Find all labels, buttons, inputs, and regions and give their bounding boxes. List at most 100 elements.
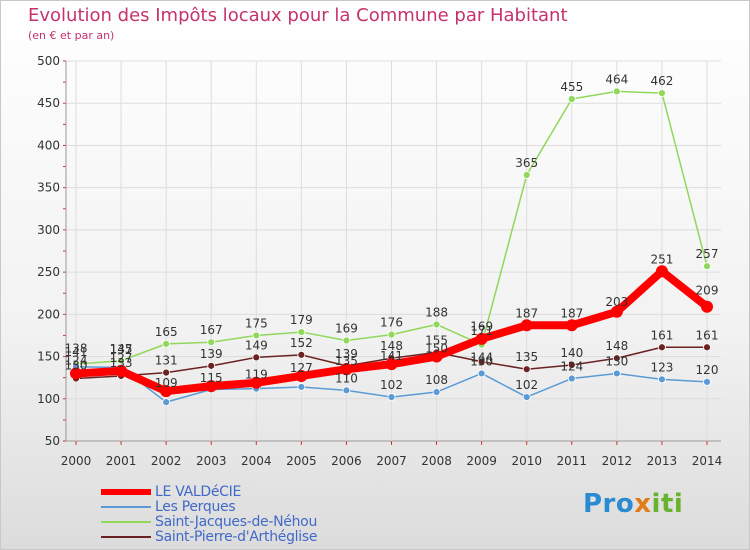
point-les_perques-2010 bbox=[522, 393, 531, 401]
x-tick-label-2009: 2009 bbox=[466, 454, 497, 468]
x-tick-label-2010: 2010 bbox=[511, 454, 542, 468]
chart-title: Evolution des Impôts locaux pour la Comm… bbox=[28, 5, 568, 26]
y-tick-label-50: 50 bbox=[45, 434, 60, 448]
point-saint_jacques-2004 bbox=[252, 331, 261, 340]
data-label-le_valdecie-2007: 141 bbox=[380, 349, 403, 363]
data-label-saint_jacques-2010: 365 bbox=[515, 156, 538, 170]
point-le_valdecie-2005 bbox=[295, 369, 308, 382]
x-tick-label-2008: 2008 bbox=[421, 454, 452, 468]
data-label-le_valdecie-2001: 133 bbox=[110, 356, 133, 370]
data-label-saint_jacques-2011: 455 bbox=[560, 80, 583, 94]
data-label-le_valdecie-2000: 130 bbox=[65, 358, 88, 372]
data-label-saint_pierre-2014: 161 bbox=[696, 328, 719, 342]
point-le_valdecie-2006 bbox=[340, 363, 353, 376]
data-label-les_perques-2011: 124 bbox=[560, 360, 583, 374]
data-label-saint_pierre-2001: 127 bbox=[110, 351, 133, 365]
point-saint_jacques-2006 bbox=[342, 336, 351, 345]
point-saint_jacques-2005 bbox=[297, 328, 306, 336]
point-saint_pierre-2010 bbox=[522, 365, 531, 374]
point-le_valdecie-2002 bbox=[160, 385, 173, 398]
data-label-saint_jacques-2005: 179 bbox=[290, 313, 313, 327]
data-label-saint_jacques-2013: 462 bbox=[650, 74, 673, 88]
y-tick-label-350: 350 bbox=[37, 181, 60, 195]
data-label-saint_jacques-2003: 167 bbox=[200, 323, 223, 337]
x-tick-label-2001: 2001 bbox=[106, 454, 137, 468]
data-label-le_valdecie-2010: 187 bbox=[515, 306, 538, 320]
point-saint_jacques-2007 bbox=[387, 330, 396, 339]
legend-swatch-le-valdecie bbox=[101, 489, 151, 495]
point-saint_pierre-2012 bbox=[612, 354, 621, 363]
data-label-les_perques-2007: 102 bbox=[380, 378, 403, 392]
point-saint_pierre-2002 bbox=[162, 368, 171, 377]
point-les_perques-2014 bbox=[703, 377, 711, 386]
data-label-le_valdecie-2005: 127 bbox=[290, 361, 313, 375]
data-label-saint_pierre-2007: 148 bbox=[380, 339, 403, 353]
data-label-saint_pierre-2013: 161 bbox=[650, 328, 673, 342]
data-label-les_perques-2013: 123 bbox=[650, 360, 673, 374]
x-tick-label-2006: 2006 bbox=[331, 454, 362, 468]
legend-label-les-perques: Les Perques bbox=[155, 499, 236, 515]
data-label-saint_pierre-2005: 152 bbox=[290, 336, 313, 350]
data-label-le_valdecie-2004: 119 bbox=[245, 368, 268, 382]
data-label-saint_jacques-2007: 176 bbox=[380, 316, 403, 330]
legend-item-les-perques: Les Perques bbox=[101, 499, 341, 515]
logo-part-2: x bbox=[634, 489, 652, 519]
data-label-le_valdecie-2014: 209 bbox=[696, 284, 719, 298]
legend-label-saint-jacques: Saint-Jacques-de-Néhou bbox=[155, 514, 318, 530]
point-les_perques-2002 bbox=[162, 398, 171, 407]
point-les_perques-2006 bbox=[342, 386, 351, 395]
data-label-saint_jacques-2009: 169 bbox=[470, 320, 493, 334]
legend-swatch-les-perques bbox=[101, 506, 151, 508]
point-saint_jacques-2012 bbox=[612, 87, 621, 96]
data-label-le_valdecie-2012: 203 bbox=[605, 295, 628, 309]
point-saint_jacques-2010 bbox=[522, 171, 531, 179]
point-saint_pierre-2014 bbox=[703, 343, 711, 352]
logo-part-1: Pro bbox=[583, 489, 635, 519]
data-label-saint_pierre-2002: 131 bbox=[155, 354, 178, 368]
data-label-saint_pierre-2003: 139 bbox=[200, 347, 223, 361]
point-saint_pierre-2005 bbox=[297, 350, 306, 359]
point-saint_pierre-2004 bbox=[252, 353, 261, 362]
data-label-le_valdecie-2013: 251 bbox=[650, 252, 673, 266]
data-label-les_perques-2006: 110 bbox=[335, 371, 358, 385]
data-label-saint_pierre-2008: 155 bbox=[425, 333, 448, 347]
data-label-le_valdecie-2008: 150 bbox=[425, 342, 448, 356]
proxiti-logo: Proxiti bbox=[583, 489, 683, 519]
data-label-saint_jacques-2014: 257 bbox=[696, 247, 719, 261]
point-le_valdecie-2014 bbox=[701, 300, 713, 313]
legend-item-saint-jacques: Saint-Jacques-de-Néhou bbox=[101, 514, 341, 530]
y-tick-label-250: 250 bbox=[37, 265, 60, 279]
data-label-saint_pierre-2010: 135 bbox=[515, 350, 538, 364]
point-le_valdecie-2004 bbox=[250, 376, 263, 389]
point-les_perques-2009 bbox=[477, 369, 486, 378]
point-le_valdecie-2009 bbox=[475, 332, 488, 345]
data-label-saint_pierre-2009: 144 bbox=[470, 351, 493, 365]
data-label-les_perques-2014: 120 bbox=[696, 363, 719, 377]
data-label-saint_jacques-2004: 175 bbox=[245, 316, 268, 330]
y-tick-label-450: 450 bbox=[37, 96, 60, 110]
data-label-le_valdecie-2003: 115 bbox=[200, 371, 223, 385]
point-le_valdecie-2013 bbox=[655, 265, 668, 278]
data-label-le_valdecie-2009: 171 bbox=[470, 324, 493, 338]
x-tick-label-2002: 2002 bbox=[151, 454, 182, 468]
point-le_valdecie-2010 bbox=[520, 319, 533, 332]
y-tick-label-100: 100 bbox=[37, 392, 60, 406]
legend-swatch-saint-pierre bbox=[101, 536, 151, 538]
data-label-les_perques-2001: 137 bbox=[110, 343, 133, 357]
point-saint_pierre-2013 bbox=[658, 343, 666, 352]
point-saint_jacques-2013 bbox=[658, 89, 666, 97]
legend-swatch-saint-jacques bbox=[101, 521, 151, 523]
point-les_perques-2007 bbox=[387, 393, 396, 401]
legend-item-saint-pierre: Saint-Pierre-d'Arthéglise bbox=[101, 529, 341, 545]
point-les_perques-2011 bbox=[567, 374, 576, 383]
data-label-le_valdecie-2011: 187 bbox=[560, 306, 583, 320]
data-label-le_valdecie-2002: 109 bbox=[155, 376, 178, 390]
point-saint_jacques-2002 bbox=[162, 339, 171, 348]
x-tick-label-2004: 2004 bbox=[241, 454, 272, 468]
x-tick-label-2007: 2007 bbox=[376, 454, 407, 468]
point-saint_jacques-2014 bbox=[703, 262, 711, 271]
data-label-saint_jacques-2000: 141 bbox=[65, 345, 88, 359]
x-tick-label-2000: 2000 bbox=[61, 454, 92, 468]
point-saint_pierre-2011 bbox=[567, 361, 576, 369]
